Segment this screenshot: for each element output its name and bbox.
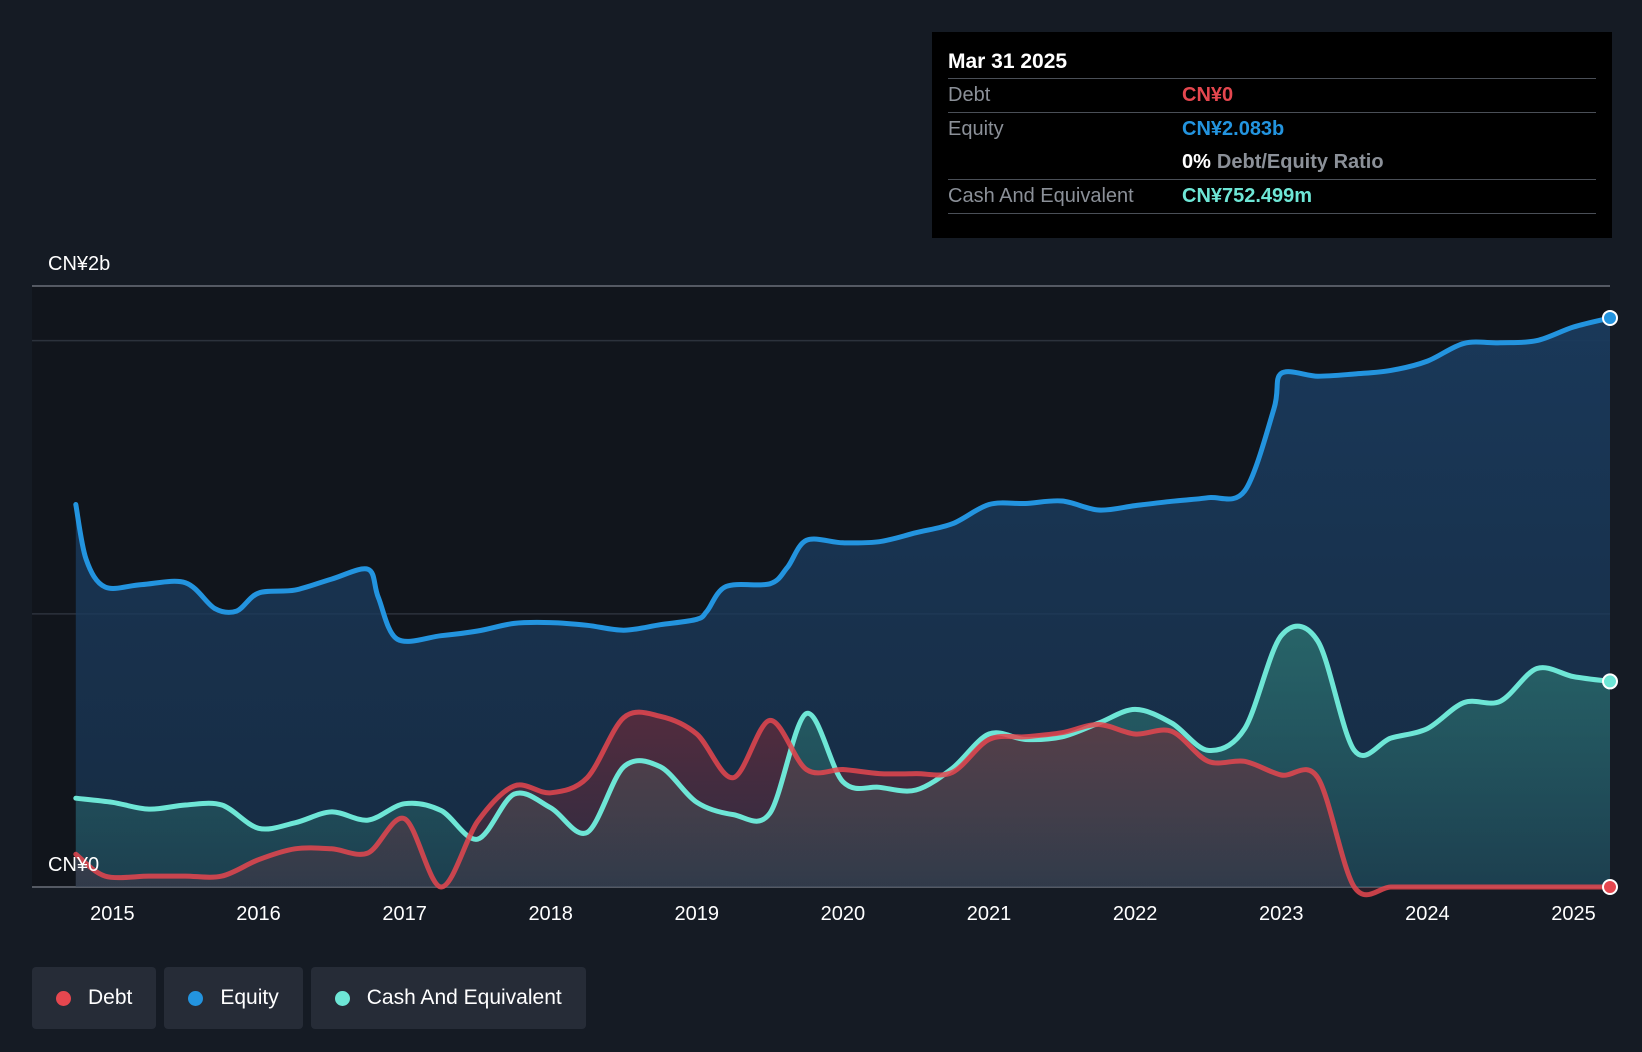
equity-endpoint	[1602, 309, 1618, 326]
x-tick-label: 2023	[1259, 903, 1304, 925]
tooltip-ratio-row: 0% Debt/Equity Ratio	[948, 146, 1596, 179]
tooltip-ratio-label: Debt/Equity Ratio	[1216, 151, 1384, 173]
legend-label-debt: Debt	[88, 986, 133, 1009]
x-tick-label: 2020	[821, 903, 866, 925]
series-endpoints	[1602, 309, 1618, 895]
debt-endpoint	[1602, 879, 1618, 895]
debt-area	[75, 712, 1610, 895]
series-lines	[73, 315, 1613, 898]
tooltip-equity-row: Equity CN¥2.083b	[948, 112, 1596, 146]
legend-label-equity: Equity	[220, 986, 279, 1009]
tooltip-debt-row: Debt CN¥0	[948, 78, 1596, 112]
y-tick-label: CN¥2b	[48, 253, 110, 275]
tooltip-date: Mar 31 2025	[948, 50, 1068, 73]
tooltip-cash-value: CN¥752.499m	[1182, 185, 1313, 207]
legend-item-equity[interactable]: Equity	[164, 967, 303, 1029]
debt-line	[73, 709, 1613, 898]
tooltip-equity-label: Equity	[948, 118, 1004, 140]
x-tick-label: 2024	[1405, 903, 1450, 925]
x-axis: 2015 2016 2017 2018 2019 2020 2021 2022 2023 2024…	[90, 903, 1596, 925]
legend-dot-debt	[56, 990, 71, 1006]
chart-legend: Debt Equity Cash And Equivalent	[32, 967, 586, 1029]
x-tick-label: 2016	[236, 903, 281, 925]
tooltip-debt-value: CN¥0	[1182, 84, 1234, 106]
cash-line	[73, 623, 1613, 842]
legend-dot-equity	[188, 990, 204, 1006]
y-axis: CN¥2b CN¥0	[48, 253, 110, 876]
legend-label-cash: Cash And Equivalent	[366, 986, 562, 1009]
tooltip-panel: Mar 31 2025 Debt CN¥0 Equity CN¥2.083b 0…	[932, 32, 1612, 238]
tooltip-cash-label: Cash And Equivalent	[948, 185, 1134, 207]
cash-endpoint	[1602, 673, 1618, 690]
tooltip-debt-label: Debt	[948, 84, 991, 106]
x-tick-label: 2022	[1113, 903, 1158, 925]
equity-line	[73, 315, 1613, 644]
legend-item-debt[interactable]: Debt	[32, 967, 157, 1029]
x-tick-label: 2025	[1551, 903, 1596, 925]
tooltip-cash-row: Cash And Equivalent CN¥752.499m	[948, 179, 1596, 214]
x-tick-label: 2015	[90, 903, 135, 925]
x-tick-label: 2019	[675, 903, 720, 925]
tooltip-equity-value: CN¥2.083b	[1182, 118, 1285, 140]
x-tick-label: 2018	[528, 903, 573, 925]
x-tick-label: 2017	[382, 903, 427, 925]
tooltip-ratio-value: 0%	[1182, 151, 1211, 173]
legend-dot-cash	[334, 990, 350, 1006]
y-tick-label: CN¥0	[48, 854, 99, 876]
x-tick-label: 2021	[967, 903, 1012, 925]
legend-item-cash[interactable]: Cash And Equivalent	[310, 967, 586, 1029]
